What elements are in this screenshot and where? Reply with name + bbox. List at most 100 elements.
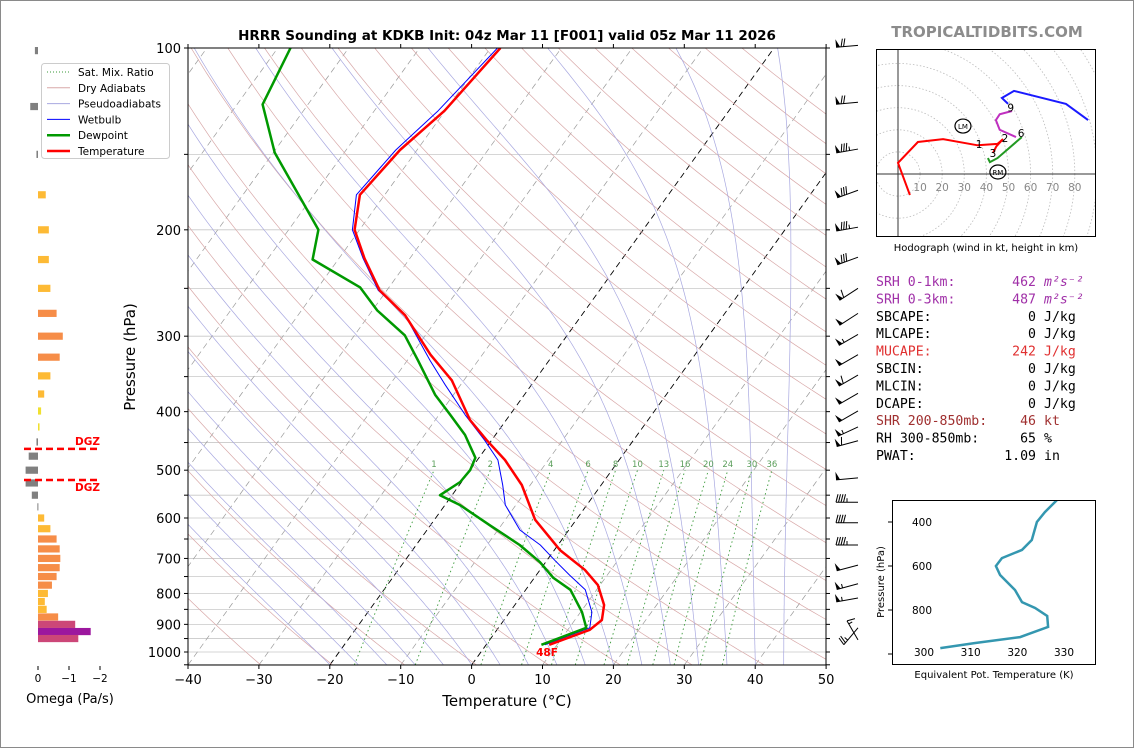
x-tick-label: −40: [174, 673, 201, 688]
isotherm-line: [542, 270, 826, 665]
barb-full: [840, 289, 845, 298]
x-axis-label: Temperature (°C): [441, 692, 571, 710]
legend-box: [41, 63, 170, 159]
wind-barb: [834, 221, 859, 232]
barb-pennant: [835, 96, 841, 105]
omega-bar: [38, 284, 51, 292]
y-tick-label: 200: [156, 224, 181, 239]
mixing-ratio-label: 24: [722, 460, 733, 470]
omega-axis-label: Omega (Pa/s): [26, 692, 114, 707]
legend-label: Temperature: [77, 146, 145, 158]
dry-adiabat-line: [374, 48, 826, 435]
theta-e-y-axis-label: Pressure (hPa): [876, 546, 887, 618]
mixing-ratio-label: 2: [488, 460, 493, 470]
dry-adiabat-line: [188, 224, 693, 665]
mixing-ratio-line: [551, 470, 617, 665]
wind-barb: [834, 374, 859, 387]
wind-barb: [834, 410, 859, 423]
wind-barb: [835, 312, 859, 326]
barb-full: [840, 635, 846, 644]
barb-half: [841, 583, 844, 589]
omega-bar: [25, 479, 38, 487]
omega-bar: [38, 572, 57, 581]
dry-adiabat-line: [188, 407, 477, 665]
stat-unit: J/kg: [1044, 345, 1076, 360]
wind-barb: [835, 494, 858, 503]
isotherm-line: [188, 48, 491, 469]
omega-bar: [38, 554, 61, 563]
skewt-background: [188, 48, 826, 665]
barb-full: [845, 186, 848, 195]
barb-full: [838, 536, 841, 546]
stat-value: 0: [1028, 379, 1036, 394]
stat-value: 462: [1012, 275, 1036, 290]
barb-half: [844, 637, 849, 641]
y-tick-label: 800: [156, 587, 181, 602]
omega-bar: [36, 150, 38, 158]
hodograph-caption: Hodograph (wind in kt, height in km): [894, 243, 1079, 254]
isotherm-line: [188, 48, 562, 568]
barb-pennant: [835, 293, 843, 301]
barb-full: [843, 253, 845, 263]
wind-barb: [835, 536, 858, 546]
temperature-line: [353, 48, 606, 646]
legend-label: Sat. Mix. Ratio: [78, 67, 154, 79]
pseudoadiabat-line: [255, 48, 643, 665]
wind-barb: [834, 142, 859, 154]
barb-full: [838, 637, 845, 645]
theta-e-line: [940, 500, 1058, 650]
hodograph-plot: 10 20 30 40 50 60 70 80 1 23 6 9 LM RM Hodograph (wind…: [876, 49, 1096, 254]
barb-full: [835, 536, 839, 546]
ring-label: 10: [913, 182, 926, 194]
omega-bar: [38, 525, 51, 533]
height-label: 3: [990, 148, 997, 160]
mixing-ratio-label: 1: [431, 460, 436, 470]
barb-full: [838, 514, 841, 523]
stat-value: 46: [1020, 414, 1036, 429]
stat-label: SBCIN:: [876, 362, 924, 377]
barb-full: [845, 221, 848, 230]
dry-adiabat-line: [447, 48, 826, 366]
omega-bar: [38, 589, 48, 598]
storm-motion-label: LM: [958, 123, 968, 131]
omega-bar: [38, 407, 42, 415]
omega-bar: [38, 191, 46, 199]
dry-adiabat-line: [484, 48, 826, 333]
wind-barb: [834, 392, 859, 405]
barb-full: [843, 514, 846, 523]
stats-panel: SRH 0-1km: 462 m²s⁻² SRH 0-3km: 487 m²s⁻² SBCA…: [876, 275, 1084, 464]
omega-bar: [38, 255, 49, 264]
ring-label: 70: [1046, 182, 1059, 194]
storm-motion-label: RM: [992, 169, 1003, 177]
barb-staff: [839, 312, 859, 326]
barb-pennant: [834, 438, 841, 447]
barb-full: [845, 253, 848, 262]
dry-adiabat-line: [188, 533, 333, 665]
legend: Sat. Mix. Ratio Dry Adiabats Pseudoadiabat…: [41, 63, 170, 159]
barb-staff: [838, 354, 859, 367]
stat-label: DCAPE:: [876, 397, 924, 412]
mixing-ratio-line: [721, 470, 773, 665]
barb-staff: [837, 256, 859, 266]
barb-staff: [843, 627, 859, 646]
pseudoadiabat-line: [193, 48, 614, 665]
omega-tick-label: −1: [61, 673, 76, 685]
pseudoadiabat-line: [331, 48, 671, 665]
omega-bar: [38, 332, 63, 340]
barb-full: [840, 221, 843, 231]
omega-tick-label: −2: [92, 673, 107, 685]
barb-staff: [836, 583, 859, 590]
stat-label: PWAT:: [876, 449, 916, 464]
stat-value: 0: [1028, 327, 1036, 342]
barb-pennant: [834, 257, 842, 265]
y-axis-label: Pressure (hPa): [121, 303, 139, 411]
pseudoadiabat-line: [675, 48, 756, 665]
dry-adiabat-line: [188, 164, 765, 665]
wind-barb: [835, 287, 859, 301]
stat-unit: J/kg: [1044, 379, 1076, 394]
ring-label: 60: [1024, 182, 1037, 194]
omega-bar: [38, 634, 79, 643]
theta-e-x-axis-label: Equivalent Pot. Temperature (K): [914, 670, 1073, 681]
barb-full: [840, 494, 844, 503]
barb-staff: [846, 620, 859, 641]
